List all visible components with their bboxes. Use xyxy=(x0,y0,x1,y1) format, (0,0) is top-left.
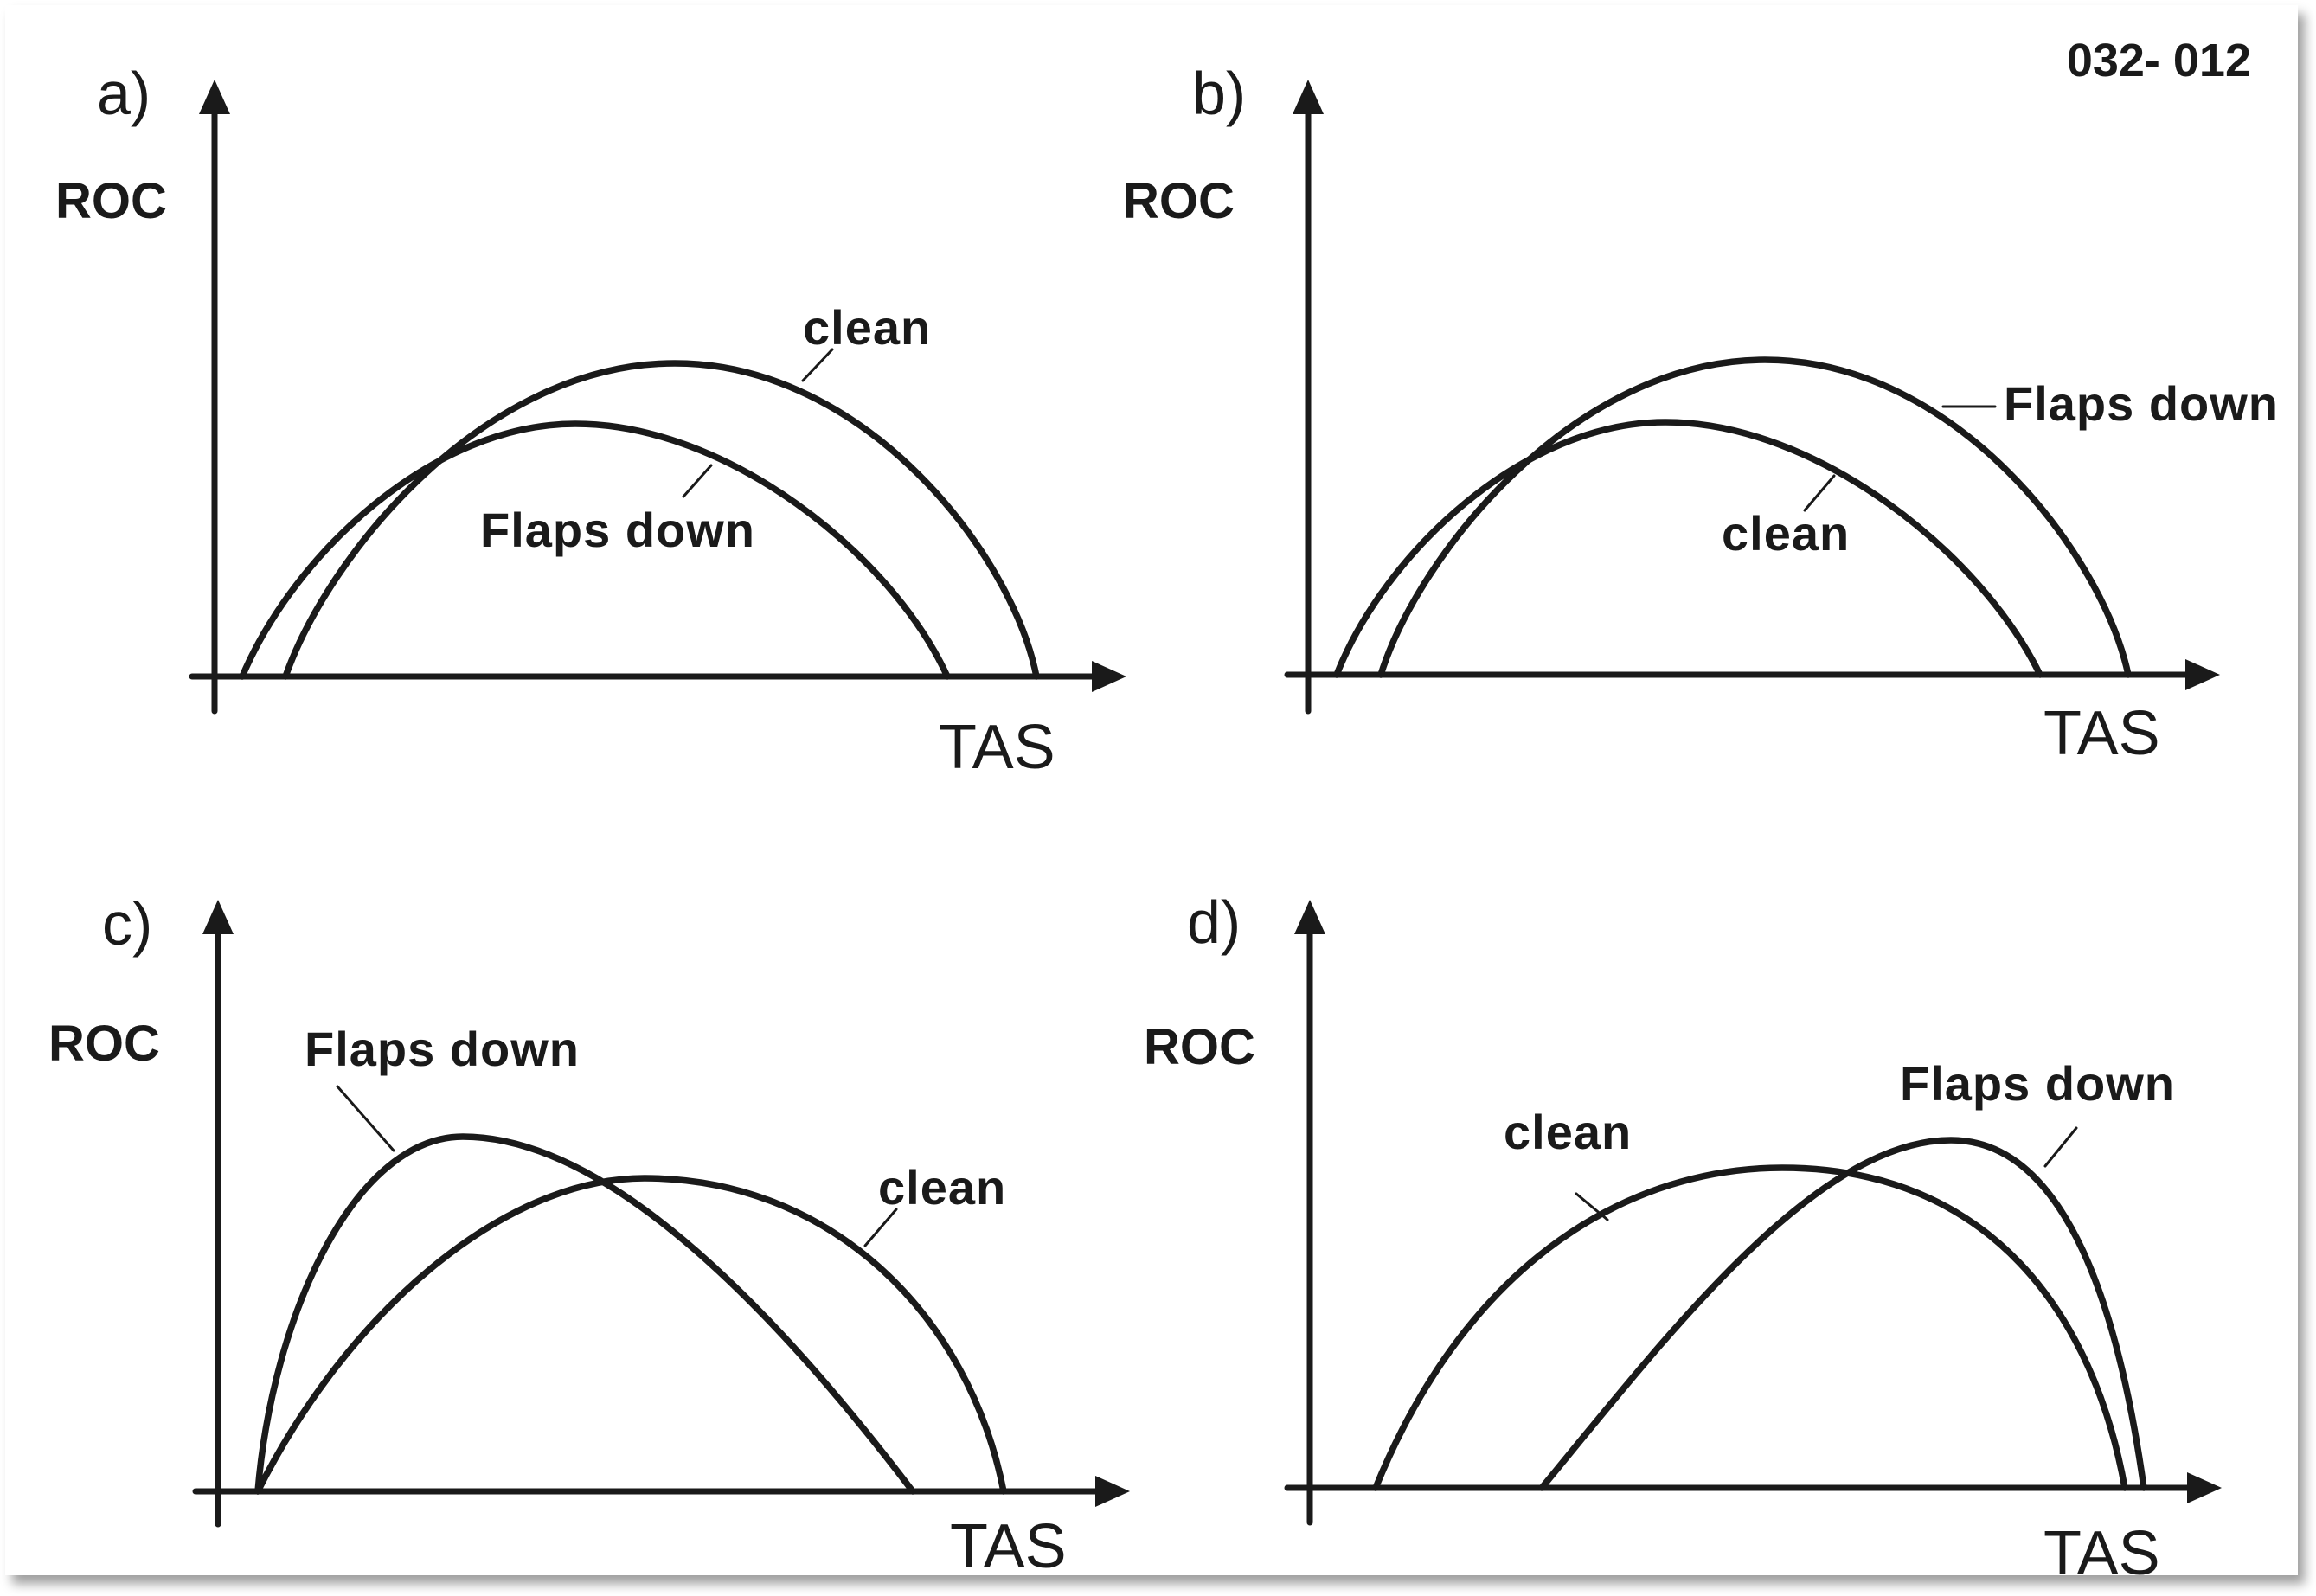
leader-flaps-down xyxy=(682,464,713,498)
curve-label-clean: clean xyxy=(878,1160,1006,1215)
x-axis-label: TAS xyxy=(2043,1519,2160,1588)
panel-c: c) ROC TAS Flaps down clean xyxy=(48,890,1130,1581)
figure-frame xyxy=(5,5,2298,1575)
curve-label-clean: clean xyxy=(803,300,931,355)
y-axis-arrow xyxy=(202,900,234,934)
leader-clean xyxy=(863,1208,898,1247)
curve-label-flaps-down: Flaps down xyxy=(305,1022,580,1076)
x-axis-arrow xyxy=(2185,659,2220,690)
axes xyxy=(189,80,1126,715)
y-axis-label: ROC xyxy=(1123,173,1235,229)
curve-clean xyxy=(1333,419,2043,678)
curve-label-clean: clean xyxy=(1722,506,1850,561)
x-axis-arrow xyxy=(1092,661,1126,692)
curve-label-flaps-down: Flaps down xyxy=(1900,1056,2175,1111)
x-axis-arrow xyxy=(2187,1472,2222,1503)
leader-flaps-down xyxy=(336,1085,395,1152)
curve-clean xyxy=(254,1175,1007,1495)
leader-clean xyxy=(1575,1192,1609,1221)
panel-label: c) xyxy=(102,890,152,958)
panel-label: b) xyxy=(1192,60,1246,127)
axes xyxy=(1284,900,2222,1526)
x-axis-arrow xyxy=(1095,1476,1130,1507)
y-axis-label: ROC xyxy=(1144,1019,1255,1075)
panel-b: b) ROC TAS Flaps down clean xyxy=(1123,60,2279,768)
panel-a: a) ROC TAS clean Flaps down xyxy=(55,60,1126,782)
curve-label-clean: clean xyxy=(1504,1105,1632,1159)
curve-clean xyxy=(282,360,1040,680)
y-axis-arrow xyxy=(199,80,230,114)
figure-id: 032- 012 xyxy=(2067,35,2251,87)
y-axis-arrow xyxy=(1293,80,1324,114)
y-axis-label: ROC xyxy=(48,1016,160,1072)
curve-flaps-down xyxy=(239,420,951,680)
y-axis-label: ROC xyxy=(55,173,167,229)
curve-label-flaps-down: Flaps down xyxy=(480,503,755,557)
leader-clean xyxy=(801,348,834,382)
curve-flaps-down xyxy=(1377,356,2132,678)
x-axis-label: TAS xyxy=(2043,699,2160,768)
panel-label: a) xyxy=(97,60,151,127)
curve-flaps-down xyxy=(1538,1137,2147,1491)
panel-d: d) ROC TAS clean Flaps down xyxy=(1144,888,2222,1588)
curve-label-flaps-down: Flaps down xyxy=(2004,376,2279,431)
leader-clean xyxy=(1803,474,1836,512)
panel-label: d) xyxy=(1187,888,1241,956)
x-axis-label: TAS xyxy=(939,713,1055,782)
y-axis-arrow xyxy=(1294,900,1325,934)
curve-flaps-down xyxy=(254,1133,916,1495)
x-axis-label: TAS xyxy=(950,1512,1067,1581)
axes xyxy=(192,900,1130,1528)
leader-flaps-down xyxy=(2043,1126,2078,1168)
curve-clean xyxy=(1372,1164,2128,1491)
